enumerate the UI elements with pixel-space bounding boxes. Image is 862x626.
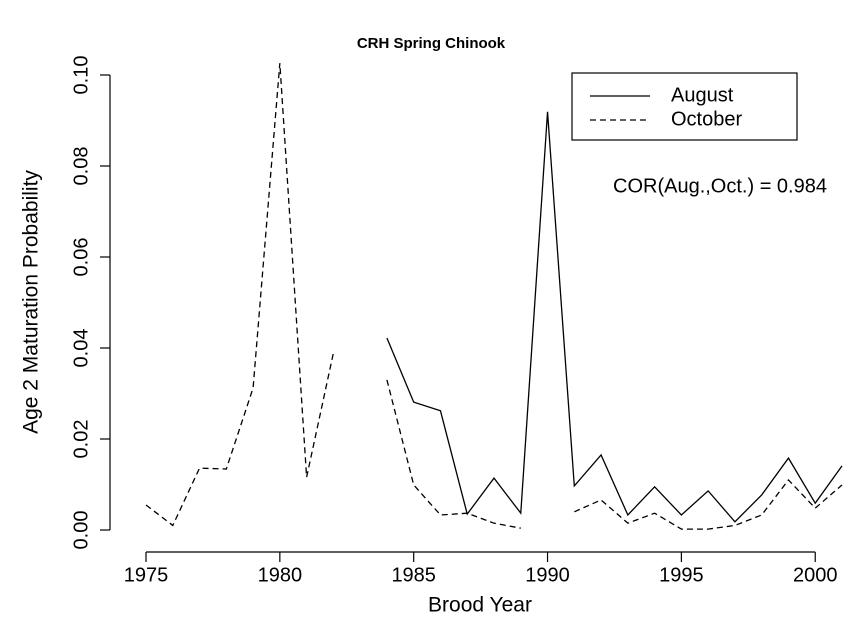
x-tick-label: 1995	[659, 564, 704, 586]
y-tick-label: 0.02	[70, 420, 92, 459]
y-tick-label: 0.06	[70, 238, 92, 277]
series-line	[386, 379, 521, 529]
y-tick-label: 0.10	[70, 56, 92, 95]
legend-label: October	[671, 108, 742, 130]
series-line	[145, 63, 335, 527]
x-axis-label: Brood Year	[428, 594, 532, 617]
x-tick-label: 1985	[391, 564, 436, 586]
x-tick-label: 2000	[793, 564, 838, 586]
legend-box	[571, 72, 798, 141]
y-tick-label: 0.00	[70, 511, 92, 550]
x-tick-label: 1980	[258, 564, 303, 586]
y-axis-label: Age 2 Maturation Probability	[20, 170, 43, 434]
y-tick-label: 0.08	[70, 147, 92, 186]
annotation: COR(Aug.,Oct.) = 0.984	[613, 175, 827, 197]
chart-title: CRH Spring Chinook	[357, 35, 506, 52]
x-tick-label: 1990	[525, 564, 570, 586]
series-line	[386, 111, 843, 523]
y-tick-label: 0.04	[70, 329, 92, 368]
series-line	[574, 478, 843, 530]
legend-label: August	[671, 84, 734, 106]
x-tick-label: 1975	[124, 564, 169, 586]
